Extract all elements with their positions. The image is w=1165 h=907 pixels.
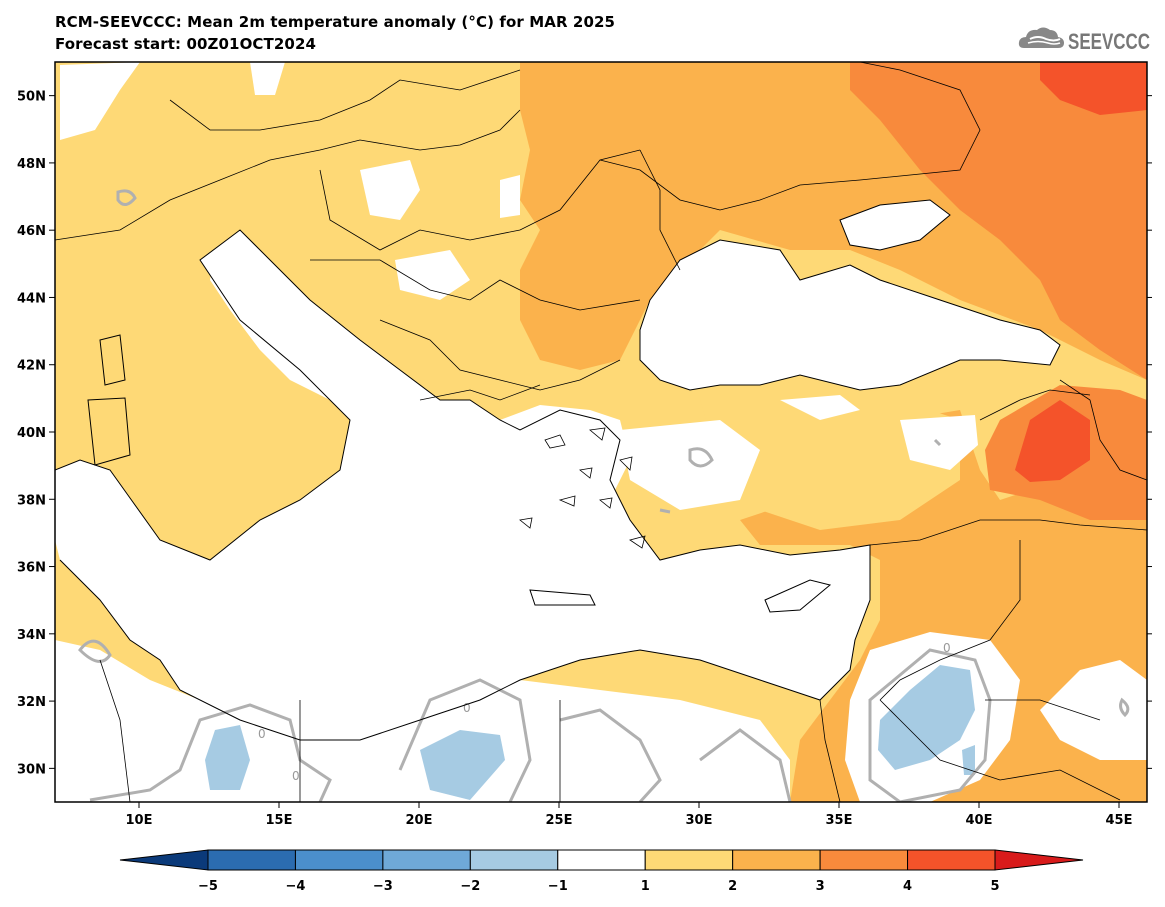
lat-tick-label: 42N bbox=[17, 359, 46, 374]
anomaly-negative-region bbox=[420, 730, 505, 800]
lon-tick-label: 15E bbox=[266, 813, 293, 828]
lon-tick-label: 35E bbox=[826, 813, 853, 828]
mediterranean-sea bbox=[55, 230, 870, 740]
zero-contour-label: 0 bbox=[258, 727, 266, 741]
aegean-islands bbox=[519, 427, 646, 549]
zero-contour-label: 0 bbox=[943, 641, 951, 655]
colorbar-segment bbox=[644, 849, 734, 871]
lat-tick-label: 30N bbox=[17, 762, 46, 777]
colorbar-segment bbox=[557, 849, 646, 871]
zero-contour-labels: 0 0 0 0 bbox=[258, 641, 951, 783]
colorbar-segment bbox=[207, 849, 296, 871]
anomaly-neutral-patch bbox=[620, 420, 760, 510]
zero-contours bbox=[78, 189, 1130, 802]
aegean-sea bbox=[490, 405, 630, 560]
colorbar-level-label: 4 bbox=[903, 879, 912, 894]
anomaly-1-2-turkey bbox=[700, 380, 960, 530]
colorbar-segment bbox=[732, 849, 821, 871]
colorbar-level-label: 2 bbox=[728, 879, 737, 894]
cloud-icon bbox=[1018, 27, 1064, 48]
zero-contour-label: 0 bbox=[463, 701, 471, 715]
colorbar-max-arrow bbox=[994, 849, 1084, 871]
colorbar-segment bbox=[382, 849, 471, 871]
anomaly-neutral-patch bbox=[250, 62, 285, 95]
colorbar-level-label: −2 bbox=[460, 879, 480, 894]
anomaly-neutral-patch bbox=[780, 395, 860, 420]
anomaly-neutral-patch bbox=[395, 250, 470, 300]
colorbar-level-label: −4 bbox=[285, 879, 305, 894]
latitude-axis: 50N 48N 46N 44N 42N 40N 38N 36N 34N 32N 30N bbox=[17, 90, 1152, 777]
seevccc-logo: SEEVCCC bbox=[1018, 27, 1150, 54]
lon-tick-label: 40E bbox=[966, 813, 993, 828]
colorbar-level-label: −1 bbox=[548, 879, 568, 894]
arabia-neutral-east bbox=[1040, 660, 1147, 760]
anomaly-4-5-region-east bbox=[1015, 400, 1090, 482]
colorbar: −5 −4 −3 −2 −1 1 2 3 4 5 bbox=[119, 849, 1084, 894]
lat-tick-label: 44N bbox=[17, 291, 46, 306]
lat-tick-label: 40N bbox=[17, 426, 46, 441]
colorbar-segment bbox=[469, 849, 559, 871]
colorbar-level-label: 3 bbox=[816, 879, 825, 894]
country-borders bbox=[55, 62, 1147, 802]
adriatic-sea bbox=[210, 250, 395, 440]
lat-tick-label: 32N bbox=[17, 695, 46, 710]
longitude-axis: 10E 15E 20E 25E 30E 35E 40E 45E bbox=[126, 802, 1133, 828]
coastlines bbox=[55, 199, 1061, 741]
colorbar-level-label: 1 bbox=[641, 879, 650, 894]
anomaly-negative-region bbox=[878, 665, 975, 770]
anomaly-neutral-patch bbox=[60, 62, 140, 140]
logo-text: SEEVCCC bbox=[1068, 29, 1150, 54]
lat-tick-label: 46N bbox=[17, 224, 46, 239]
lon-tick-label: 20E bbox=[406, 813, 433, 828]
lon-tick-label: 45E bbox=[1106, 813, 1133, 828]
lat-tick-label: 48N bbox=[17, 157, 46, 172]
anomaly-neutral-patch bbox=[360, 160, 420, 220]
anomaly-4-5-region bbox=[1040, 62, 1147, 115]
lat-tick-label: 34N bbox=[17, 628, 46, 643]
colorbar-segment bbox=[294, 849, 384, 871]
colorbar-level-label: −5 bbox=[198, 879, 218, 894]
zero-contour-label: 0 bbox=[292, 769, 300, 783]
lon-tick-label: 30E bbox=[686, 813, 713, 828]
anomaly-neutral-patch bbox=[500, 175, 520, 218]
colorbar-level-label: 5 bbox=[990, 879, 999, 894]
colorbar-level-label: −3 bbox=[373, 879, 393, 894]
colorbar-min-arrow bbox=[119, 849, 209, 871]
lon-tick-label: 25E bbox=[546, 813, 573, 828]
map-plot: 0 0 0 0 bbox=[17, 61, 1152, 828]
colorbar-segment bbox=[907, 849, 996, 871]
forecast-start-label: Forecast start: 00Z01OCT2024 bbox=[55, 35, 317, 53]
anomaly-negative-region bbox=[205, 725, 250, 790]
black-sea bbox=[640, 240, 1060, 390]
colorbar-segment bbox=[819, 849, 909, 871]
anomaly-2-3-region bbox=[520, 62, 1147, 802]
lat-tick-label: 50N bbox=[17, 90, 46, 105]
anomaly-negative-region bbox=[962, 745, 975, 775]
map-title: RCM-SEEVCCC: Mean 2m temperature anomaly… bbox=[55, 13, 616, 31]
lat-tick-label: 38N bbox=[17, 493, 46, 508]
anomaly-3-4-region bbox=[850, 62, 1147, 380]
lon-tick-label: 10E bbox=[126, 813, 153, 828]
lat-tick-label: 36N bbox=[17, 561, 46, 576]
